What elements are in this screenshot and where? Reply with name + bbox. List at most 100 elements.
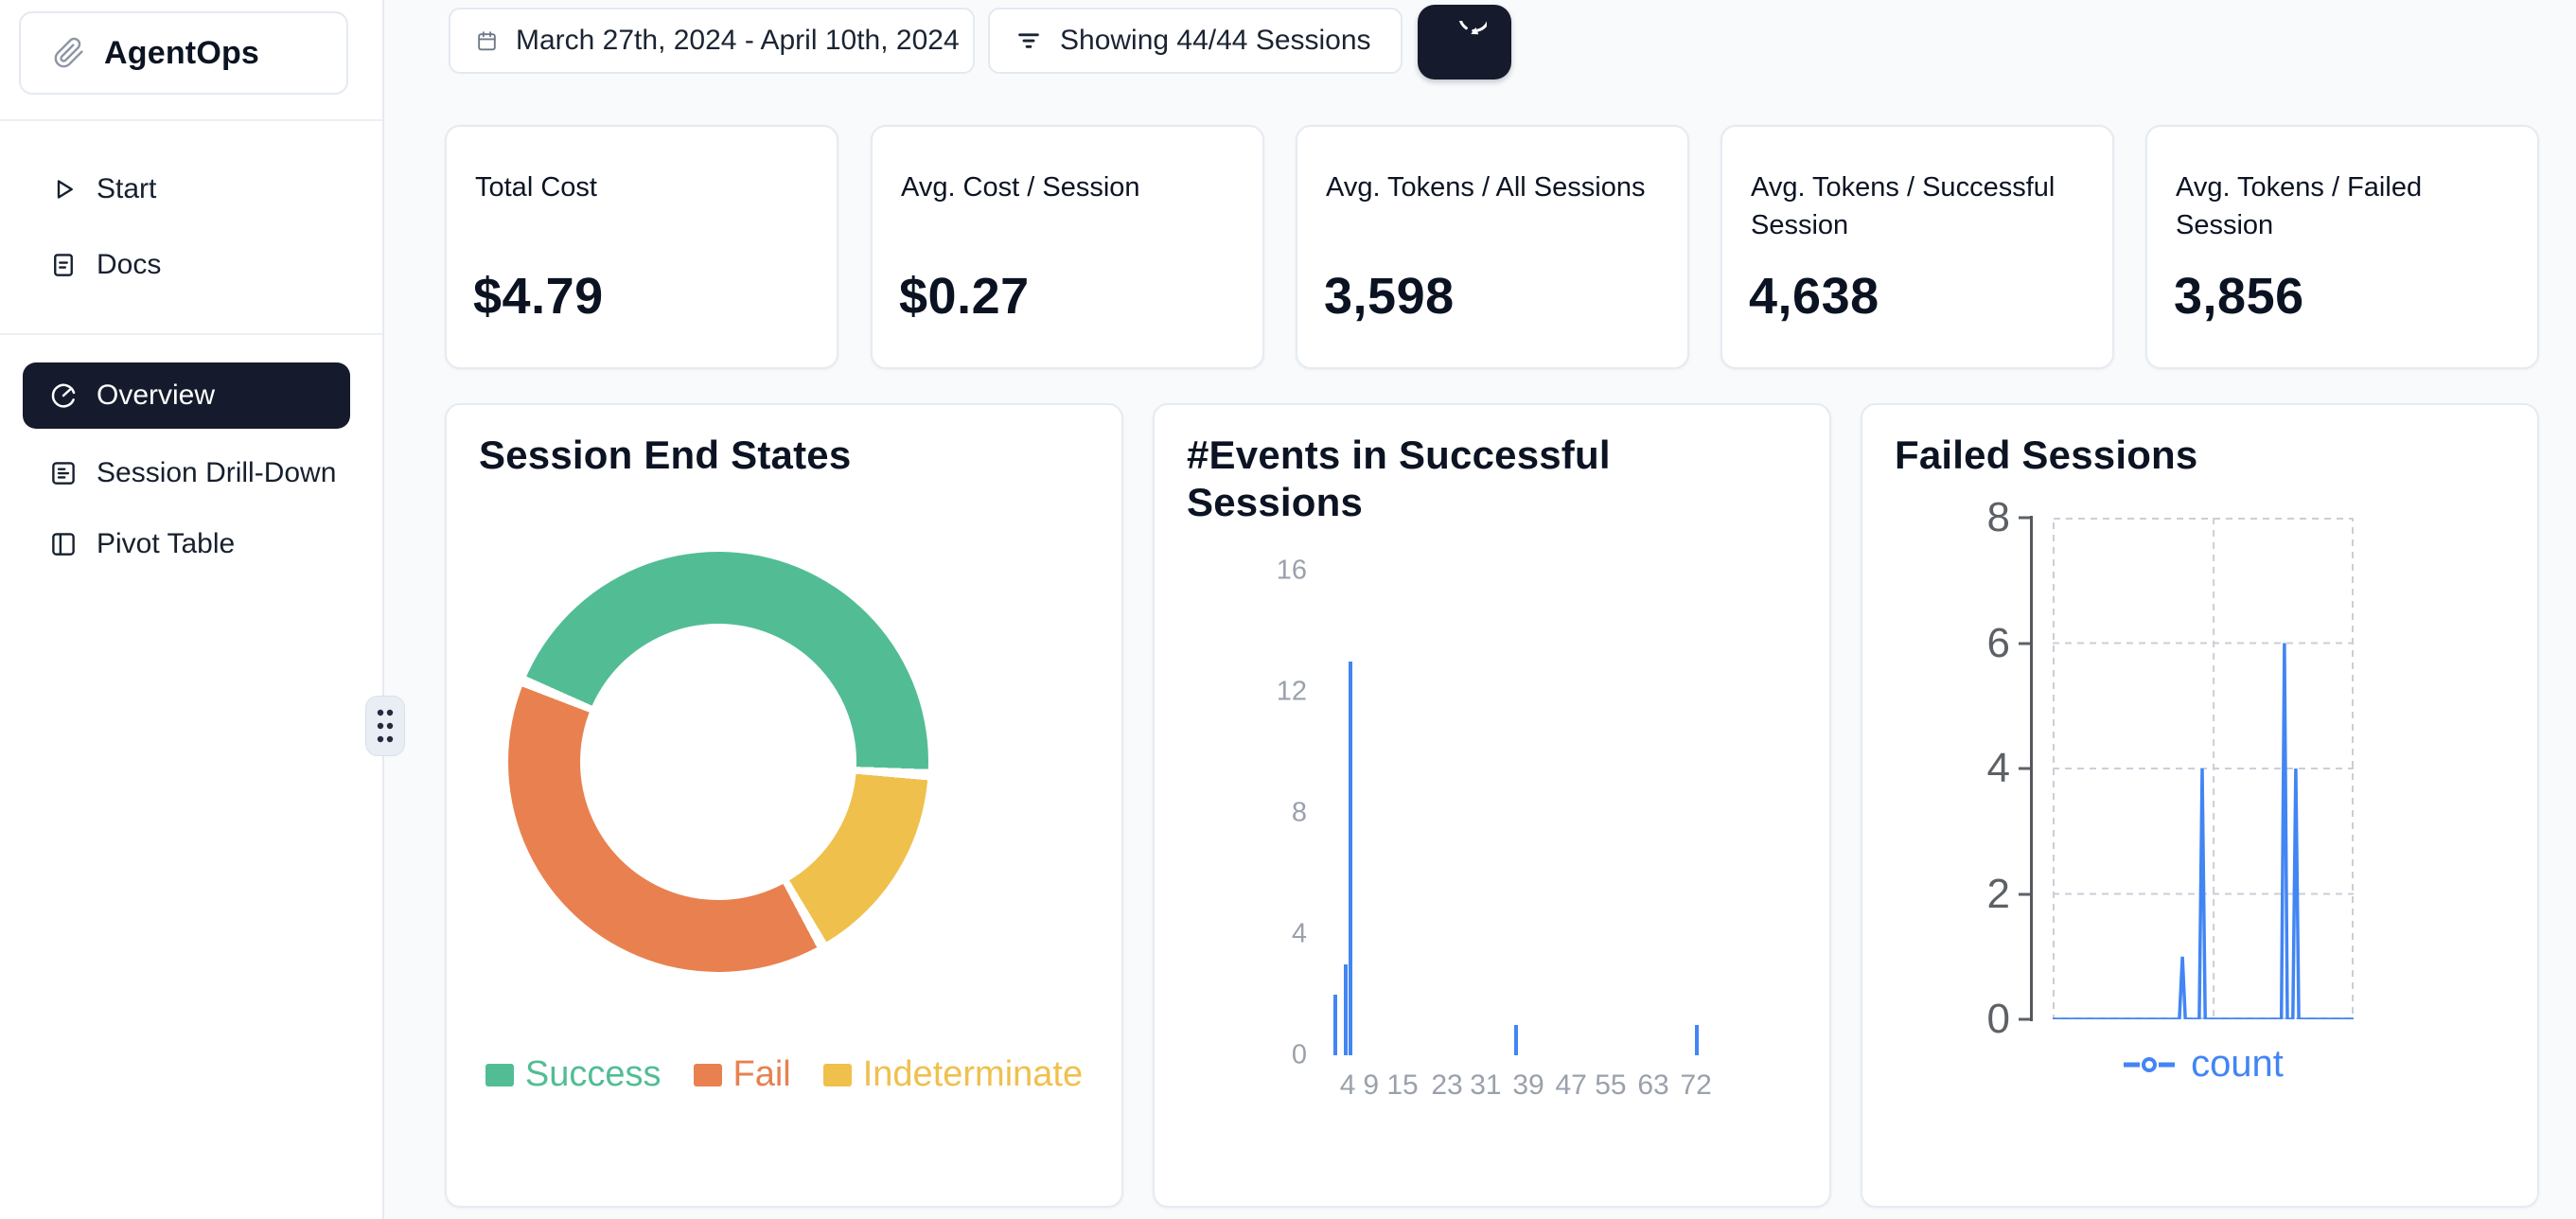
sidebar-item-label: Start [97,173,157,204]
sidebar-item-docs[interactable]: Docs [23,237,350,293]
legend-item-indeterminate[interactable]: Indeterminate [822,1054,1084,1095]
failed-y-tick-label: 2 [1986,870,2010,917]
failed-y-tick-label: 6 [1986,619,2010,666]
sidebar-item-label: Overview [97,380,216,411]
events-x-tick-label: 23 [1431,1069,1463,1101]
failed-y-axis: 0 2 4 6 8 [1919,494,2010,1042]
logo[interactable]: AgentOps [19,11,348,95]
failed-plot-svg [2053,518,2354,1019]
events-x-axis: 4 9 15 23 31 39 47 55 63 72 [1322,1069,1772,1107]
sidebar: AgentOps Start Docs [0,0,384,1219]
stat-card-avg-cost-session: Avg. Cost / Session $0.27 [871,125,1264,369]
events-x-tick-label: 31 [1470,1069,1502,1101]
grip-dots-icon [374,705,397,747]
stat-value: $4.79 [473,268,604,325]
list-icon [49,459,78,487]
sidebar-item-start[interactable]: Start [23,161,350,218]
sidebar-divider [0,119,382,121]
date-range-button[interactable]: March 27th, 2024 - April 10th, 2024 [449,8,975,74]
count-legend[interactable]: count [2053,1043,2354,1086]
legend-label: Fail [732,1054,791,1094]
sessions-filter-button[interactable]: Showing 44/44 Sessions [988,8,1403,74]
sidebar-item-session-drill-down[interactable]: Session Drill-Down [23,445,350,502]
donut-ring [508,552,928,972]
donut-hole [580,624,856,900]
stat-label: Avg. Tokens / Failed Session [2176,172,2423,241]
play-icon [49,175,78,203]
stat-value: 3,856 [2174,268,2304,325]
failed-sessions-card: Failed Sessions 0 2 4 6 8 count [1861,403,2539,1208]
events-x-tick-label: 15 [1386,1069,1419,1101]
calendar-icon [475,29,499,53]
stat-value: $0.27 [899,268,1030,325]
events-x-tick-label: 47 [1555,1069,1587,1101]
paperclip-logo-icon [53,37,85,69]
events-y-tick-label: 4 [1291,918,1307,949]
stat-label: Total Cost [475,172,597,203]
failed-y-tick-mark [2019,1017,2030,1021]
count-series-line [2053,643,2354,1019]
legend-label: Success [524,1054,662,1094]
failed-y-ticks [2019,516,2030,1021]
failed-y-tick-mark [2019,642,2030,645]
stat-card-total-cost: Total Cost $4.79 [445,125,838,369]
sidebar-item-label: Docs [97,249,162,280]
date-range-label: March 27th, 2024 - April 10th, 2024 [516,25,960,56]
events-y-axis: 0 4 8 12 16 [1244,556,1307,1070]
refresh-icon [1443,20,1487,64]
app-name: AgentOps [104,34,260,71]
events-y-tick-label: 16 [1276,555,1307,586]
events-x-tick-label: 55 [1595,1069,1627,1101]
chart-title: Failed Sessions [1895,433,2198,477]
session-end-states-card: Session End States Success Fail Indeterm… [445,403,1123,1208]
failed-y-axis-line [2030,516,2033,1021]
events-y-tick-label: 8 [1291,797,1307,828]
events-y-tick-label: 12 [1276,676,1307,707]
events-x-tick-label: 4 [1339,1069,1356,1101]
events-x-tick-label: 39 [1512,1069,1544,1101]
split-panel-icon [49,530,78,558]
events-plot [1322,571,1772,1055]
events-x-tick-label: 72 [1680,1069,1712,1101]
events-x-tick-label: 9 [1363,1069,1380,1101]
legend-swatch [822,1063,852,1086]
line-series-marker-icon [2123,1055,2178,1074]
donut-legend: Success Fail Indeterminate [447,1054,1121,1095]
histogram-bar [1514,1025,1519,1055]
legend-item-fail[interactable]: Fail [693,1054,791,1095]
legend-label: Indeterminate [862,1054,1084,1094]
legend-swatch [693,1063,722,1086]
sidebar-item-overview[interactable]: Overview [23,362,350,429]
stat-card-avg-tokens-all: Avg. Tokens / All Sessions 3,598 [1296,125,1689,369]
failed-y-tick-label: 0 [1986,996,2010,1042]
sidebar-item-pivot-table[interactable]: Pivot Table [23,516,350,573]
chart-title: Session End States [479,433,852,477]
histogram-bar [1348,662,1352,1055]
events-y-tick-label: 0 [1291,1039,1307,1070]
gauge-icon [49,381,78,410]
sessions-filter-label: Showing 44/44 Sessions [1060,25,1371,56]
document-icon [49,251,78,279]
filter-icon [1015,26,1043,55]
events-histogram-card: #Events in Successful Sessions 0 4 8 12 16 4… [1153,403,1831,1208]
count-legend-label: count [2191,1043,2284,1085]
events-x-tick-label: 63 [1637,1069,1669,1101]
stat-value: 3,598 [1324,268,1455,325]
failed-y-tick-mark [2019,516,2030,520]
sidebar-divider [0,333,382,335]
stat-label: Avg. Tokens / All Sessions [1326,172,1646,203]
stat-label: Avg. Tokens / Successful Session [1751,172,2056,241]
refresh-button[interactable] [1418,5,1511,80]
sidebar-item-label: Pivot Table [97,528,236,559]
sidebar-resize-handle[interactable] [365,696,405,756]
failed-y-tick-label: 8 [1986,494,2010,540]
legend-swatch [485,1063,514,1086]
chart-title: #Events in Successful Sessions [1187,433,1611,525]
sidebar-item-label: Session Drill-Down [97,457,337,488]
legend-item-success[interactable]: Success [485,1054,662,1095]
stat-value: 4,638 [1749,268,1879,325]
histogram-bar [1695,1025,1700,1055]
stat-label: Avg. Cost / Session [901,172,1140,203]
failed-y-tick-mark [2019,767,2030,770]
